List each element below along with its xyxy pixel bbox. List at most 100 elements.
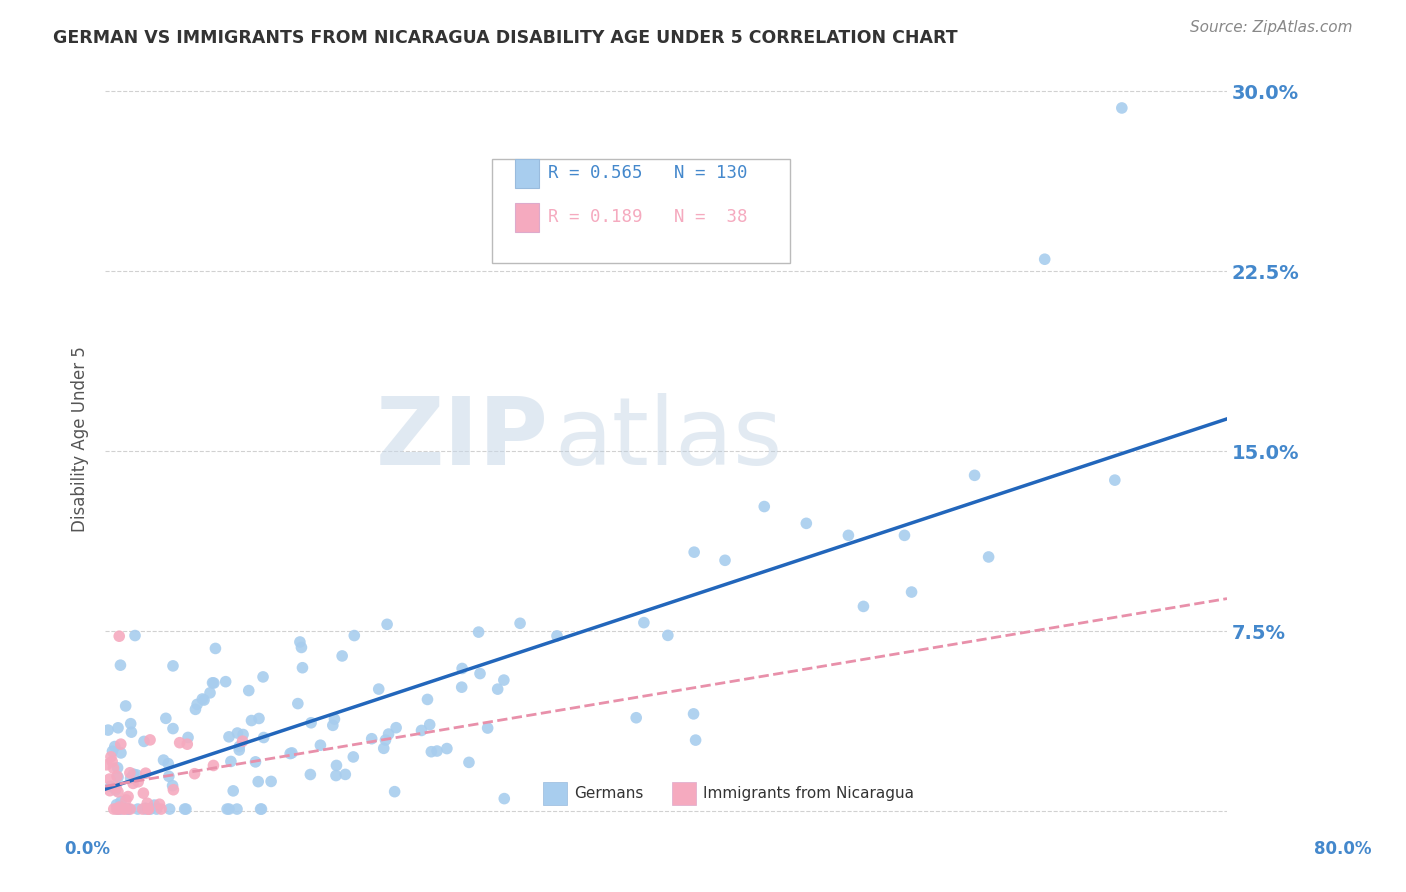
Point bbox=[288, 635, 311, 649]
Point bbox=[238, 683, 260, 698]
Point bbox=[105, 802, 128, 816]
Point bbox=[124, 628, 146, 642]
Point bbox=[139, 802, 162, 816]
Point bbox=[143, 798, 166, 813]
Point bbox=[100, 780, 122, 794]
Point bbox=[232, 734, 254, 748]
Point bbox=[110, 802, 132, 816]
Point bbox=[219, 755, 242, 769]
Point bbox=[107, 770, 129, 784]
Point bbox=[97, 723, 120, 737]
Point bbox=[420, 745, 443, 759]
Point bbox=[754, 500, 776, 514]
Point bbox=[1111, 101, 1133, 115]
Point bbox=[451, 661, 474, 675]
Point bbox=[108, 800, 131, 814]
Point bbox=[226, 726, 249, 740]
Point bbox=[114, 698, 136, 713]
FancyBboxPatch shape bbox=[515, 202, 540, 232]
Y-axis label: Disability Age Under 5: Disability Age Under 5 bbox=[72, 346, 89, 533]
Point bbox=[299, 715, 322, 730]
Point bbox=[159, 802, 181, 816]
Point bbox=[104, 782, 127, 797]
Point bbox=[101, 755, 124, 769]
Text: ZIP: ZIP bbox=[375, 393, 548, 485]
Point bbox=[135, 766, 157, 780]
Point bbox=[110, 737, 132, 751]
Point bbox=[108, 802, 131, 816]
Point bbox=[323, 712, 346, 726]
Point bbox=[115, 793, 138, 807]
Point bbox=[162, 722, 184, 736]
Point bbox=[477, 721, 499, 735]
Point bbox=[228, 739, 250, 754]
Point bbox=[384, 785, 406, 799]
Point bbox=[494, 791, 516, 805]
Point bbox=[450, 680, 472, 694]
Point bbox=[963, 468, 986, 483]
Point bbox=[226, 802, 249, 816]
Text: 0.0%: 0.0% bbox=[65, 840, 110, 858]
Point bbox=[290, 640, 312, 655]
Point bbox=[202, 676, 225, 690]
Point bbox=[1104, 473, 1126, 487]
Point bbox=[281, 746, 304, 760]
Point bbox=[375, 617, 398, 632]
Text: R = 0.565   N = 130: R = 0.565 N = 130 bbox=[548, 164, 748, 183]
Point bbox=[682, 706, 704, 721]
Point bbox=[191, 692, 214, 706]
Point bbox=[114, 802, 136, 816]
Point bbox=[176, 737, 198, 751]
Point bbox=[110, 746, 132, 760]
Point bbox=[509, 616, 531, 631]
Point bbox=[162, 782, 184, 797]
Point bbox=[240, 714, 263, 728]
Point bbox=[468, 666, 491, 681]
Point bbox=[486, 682, 509, 697]
FancyBboxPatch shape bbox=[672, 782, 696, 805]
Point bbox=[249, 802, 271, 816]
Point bbox=[657, 628, 679, 642]
Text: atlas: atlas bbox=[554, 393, 782, 485]
FancyBboxPatch shape bbox=[543, 782, 568, 805]
Point bbox=[977, 549, 1000, 564]
Point bbox=[202, 758, 225, 772]
Point bbox=[136, 802, 159, 816]
Point bbox=[893, 528, 915, 542]
Point bbox=[377, 727, 399, 741]
Text: Germans: Germans bbox=[574, 786, 644, 801]
Point bbox=[96, 757, 118, 772]
Point bbox=[218, 802, 240, 816]
Point bbox=[492, 673, 515, 687]
Point bbox=[546, 629, 568, 643]
Point bbox=[252, 670, 274, 684]
Point bbox=[193, 693, 215, 707]
Point bbox=[416, 692, 439, 706]
Point bbox=[385, 721, 408, 735]
Point bbox=[107, 761, 129, 775]
Text: GERMAN VS IMMIGRANTS FROM NICARAGUA DISABILITY AGE UNDER 5 CORRELATION CHART: GERMAN VS IMMIGRANTS FROM NICARAGUA DISA… bbox=[53, 29, 957, 46]
Point bbox=[330, 648, 353, 663]
Point bbox=[1033, 252, 1056, 267]
Point bbox=[108, 629, 131, 643]
Point bbox=[201, 675, 224, 690]
Point bbox=[105, 797, 128, 812]
Point bbox=[250, 802, 273, 816]
Point bbox=[322, 718, 344, 732]
Text: Source: ZipAtlas.com: Source: ZipAtlas.com bbox=[1189, 20, 1353, 35]
Point bbox=[105, 780, 128, 795]
Point bbox=[117, 802, 139, 816]
Point bbox=[103, 761, 125, 775]
Point bbox=[426, 744, 449, 758]
Point bbox=[132, 786, 155, 800]
Point bbox=[222, 784, 245, 798]
Point bbox=[260, 774, 283, 789]
Point bbox=[110, 658, 132, 673]
Point bbox=[247, 774, 270, 789]
Point bbox=[299, 767, 322, 781]
Point bbox=[253, 731, 276, 745]
Point bbox=[120, 725, 142, 739]
Text: 80.0%: 80.0% bbox=[1315, 840, 1371, 858]
Point bbox=[135, 802, 157, 816]
Point bbox=[335, 767, 357, 781]
